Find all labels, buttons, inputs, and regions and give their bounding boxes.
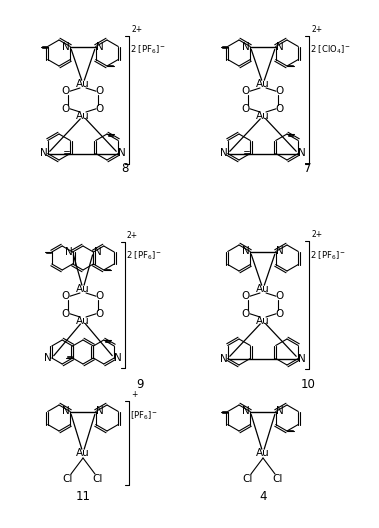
Text: N: N: [243, 407, 250, 417]
Text: 9: 9: [136, 379, 144, 391]
Text: N: N: [276, 407, 283, 417]
Text: Au: Au: [256, 316, 270, 326]
Text: 2+: 2+: [311, 230, 322, 239]
Text: N: N: [94, 247, 101, 257]
Text: N: N: [114, 353, 122, 363]
Text: O: O: [62, 86, 70, 96]
Text: N: N: [220, 148, 228, 158]
Text: 2+: 2+: [127, 231, 138, 240]
Text: O: O: [62, 309, 70, 319]
Text: N: N: [298, 148, 306, 158]
Text: Cl: Cl: [63, 474, 73, 484]
Text: Au: Au: [76, 111, 90, 121]
Text: N: N: [118, 148, 126, 158]
Text: Au: Au: [256, 284, 270, 294]
Text: 7: 7: [304, 162, 312, 174]
Text: Au: Au: [76, 284, 90, 294]
Text: 2 [PF$_6$]$^-$: 2 [PF$_6$]$^-$: [130, 44, 166, 56]
Text: N: N: [220, 354, 228, 363]
Text: O: O: [242, 291, 250, 301]
Text: Cl: Cl: [273, 474, 283, 484]
Text: Au: Au: [76, 316, 90, 326]
Text: O: O: [276, 291, 284, 301]
Text: Au: Au: [256, 79, 270, 89]
Text: 4: 4: [259, 491, 267, 504]
Text: O: O: [242, 104, 250, 114]
Text: O: O: [96, 104, 104, 114]
Text: Au: Au: [256, 111, 270, 121]
Text: N: N: [96, 42, 103, 52]
Text: 11: 11: [75, 491, 91, 504]
Text: N: N: [63, 42, 70, 52]
Text: N: N: [298, 354, 306, 363]
Text: O: O: [242, 86, 250, 96]
Text: O: O: [96, 291, 104, 301]
Text: 8: 8: [121, 162, 129, 174]
Text: O: O: [276, 309, 284, 319]
Text: N: N: [40, 148, 48, 158]
Text: Cl: Cl: [243, 474, 253, 484]
Text: N: N: [276, 42, 283, 52]
Text: +: +: [131, 390, 137, 399]
Text: 2 [PF$_6$]$^-$: 2 [PF$_6$]$^-$: [310, 249, 346, 261]
Text: Au: Au: [76, 79, 90, 89]
Text: 2 [PF$_6$]$^-$: 2 [PF$_6$]$^-$: [126, 250, 162, 262]
Text: O: O: [242, 309, 250, 319]
Text: N: N: [44, 353, 52, 363]
Text: O: O: [96, 86, 104, 96]
Text: N: N: [63, 407, 70, 417]
Text: O: O: [276, 86, 284, 96]
Text: N: N: [243, 42, 250, 52]
Text: N: N: [276, 247, 283, 257]
Text: 2+: 2+: [311, 25, 322, 34]
Text: Cl: Cl: [93, 474, 103, 484]
Text: O: O: [276, 104, 284, 114]
Text: O: O: [62, 291, 70, 301]
Text: 2 [ClO$_4$]$^-$: 2 [ClO$_4$]$^-$: [310, 44, 351, 56]
Text: Au: Au: [76, 448, 90, 458]
Text: [PF$_6$]$^-$: [PF$_6$]$^-$: [130, 409, 158, 421]
Text: N: N: [243, 247, 250, 257]
Text: Au: Au: [256, 448, 270, 458]
Text: 2+: 2+: [131, 25, 142, 34]
Text: O: O: [62, 104, 70, 114]
Text: N: N: [65, 247, 72, 257]
Text: O: O: [96, 309, 104, 319]
Text: N: N: [96, 407, 103, 417]
Text: 10: 10: [301, 379, 315, 391]
